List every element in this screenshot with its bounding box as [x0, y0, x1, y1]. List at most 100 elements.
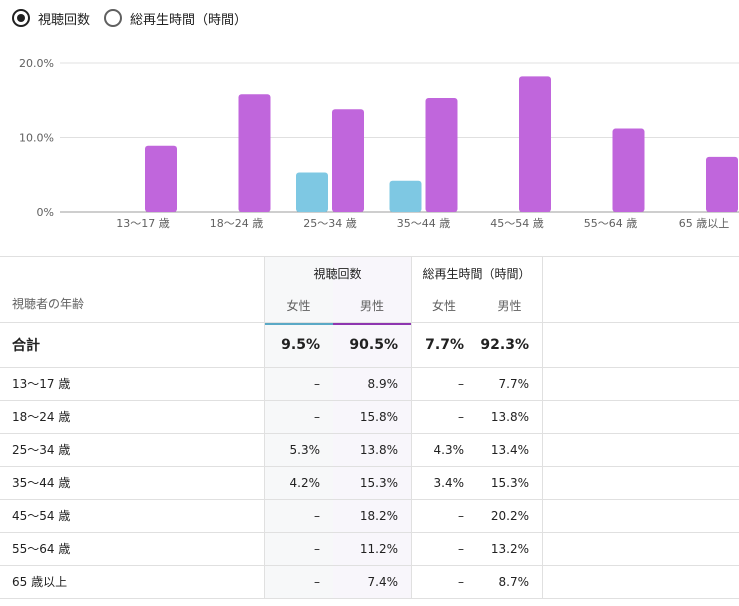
- total-views-male: 90.5%: [349, 336, 398, 353]
- value-cell: 5.3%: [289, 442, 321, 457]
- radio-watch-time[interactable]: 総再生時間（時間）: [104, 9, 247, 28]
- total-views-female: 9.5%: [281, 336, 320, 353]
- x-tick-label: 55～64 歳: [584, 217, 638, 230]
- row-divider: [0, 400, 739, 401]
- age-label: 18～24 歳: [12, 410, 71, 424]
- value-cell: –: [458, 541, 464, 556]
- metric-toggle: 視聴回数 総再生時間（時間）: [12, 7, 261, 29]
- female-column-shade: [264, 256, 333, 599]
- value-cell: –: [458, 574, 464, 589]
- table-top-border: [0, 256, 739, 257]
- value-cell: –: [458, 376, 464, 391]
- value-cell: –: [314, 541, 320, 556]
- y-tick-label: 20.0%: [19, 57, 54, 70]
- value-cell: 13.2%: [490, 541, 529, 556]
- table-row: 25～34 歳 5.3% 13.8% 4.3% 13.4%: [0, 433, 739, 466]
- bar-male[interactable]: [238, 94, 271, 212]
- value-cell: 20.2%: [490, 508, 529, 523]
- bar-male[interactable]: [145, 145, 177, 212]
- row-divider: [0, 499, 739, 500]
- value-cell: 13.8%: [359, 442, 398, 457]
- total-watch-male: 92.3%: [480, 336, 529, 353]
- watch-female-header: 女性: [431, 298, 456, 313]
- age-label: 25～34 歳: [12, 443, 71, 457]
- age-label: 13～17 歳: [12, 377, 71, 391]
- row-divider: [0, 598, 739, 599]
- age-column-header: 視聴者の年齢: [12, 296, 85, 311]
- value-cell: 7.7%: [498, 376, 530, 391]
- y-tick-label: 0%: [37, 206, 54, 219]
- value-cell: –: [314, 574, 320, 589]
- value-cell: 8.9%: [367, 376, 399, 391]
- value-cell: –: [458, 409, 464, 424]
- x-tick-label: 25～34 歳: [303, 217, 357, 230]
- table-row: 55～64 歳 – 11.2% – 13.2%: [0, 532, 739, 565]
- table-row: 35～44 歳 4.2% 15.3% 3.4% 15.3%: [0, 466, 739, 499]
- radio-checked-icon: [12, 9, 30, 27]
- views-group-header: 視聴回数: [313, 266, 362, 281]
- value-cell: –: [314, 508, 320, 523]
- value-cell: –: [314, 409, 320, 424]
- table-row: 13～17 歳 – 8.9% – 7.7%: [0, 367, 739, 400]
- col-divider: [542, 256, 543, 599]
- value-cell: –: [314, 376, 320, 391]
- header-divider: [0, 322, 739, 323]
- value-cell: 3.4%: [433, 475, 465, 490]
- value-cell: 18.2%: [359, 508, 398, 523]
- value-cell: 8.7%: [498, 574, 530, 589]
- y-tick-label: 10.0%: [19, 132, 54, 145]
- table-row: 65 歳以上 – 7.4% – 8.7%: [0, 565, 739, 598]
- value-cell: 11.2%: [359, 541, 398, 556]
- value-cell: 4.2%: [289, 475, 321, 490]
- bar-male[interactable]: [612, 128, 645, 212]
- age-label: 65 歳以上: [12, 575, 68, 589]
- watch-male-header: 男性: [497, 298, 522, 313]
- row-divider: [0, 433, 739, 434]
- age-label: 55～64 歳: [12, 542, 71, 556]
- total-row: 合計 9.5% 90.5% 7.7% 92.3%: [0, 322, 739, 367]
- radio-unchecked-icon: [104, 9, 123, 27]
- table-row: 18～24 歳 – 15.8% – 13.8%: [0, 400, 739, 433]
- total-watch-female: 7.7%: [425, 336, 464, 353]
- value-cell: 7.4%: [367, 574, 399, 589]
- views-male-header: 男性: [359, 298, 384, 313]
- female-underline: [264, 322, 333, 325]
- table-row: 45～54 歳 – 18.2% – 20.2%: [0, 499, 739, 532]
- radio-views[interactable]: 視聴回数: [12, 9, 90, 28]
- male-column-shade: [333, 256, 411, 599]
- row-divider: [0, 565, 739, 566]
- radio-watch-time-label: 総再生時間（時間）: [130, 12, 248, 28]
- bar-female[interactable]: [296, 172, 328, 212]
- bar-female[interactable]: [389, 180, 422, 212]
- col-divider: [264, 256, 265, 599]
- value-cell: 15.3%: [359, 475, 398, 490]
- value-cell: –: [458, 508, 464, 523]
- bar-male[interactable]: [332, 109, 364, 212]
- x-tick-label: 13～17 歳: [116, 217, 170, 230]
- age-label: 35～44 歳: [12, 476, 71, 490]
- value-cell: 13.4%: [490, 442, 529, 457]
- col-divider: [411, 256, 412, 599]
- value-cell: 13.8%: [490, 409, 529, 424]
- value-cell: 15.3%: [490, 475, 529, 490]
- watch-time-group-header: 総再生時間（時間）: [422, 266, 531, 281]
- row-divider: [0, 532, 739, 533]
- total-label: 合計: [12, 337, 40, 354]
- table-header: 視聴者の年齢 視聴回数 総再生時間（時間） 女性 男性 女性 男性: [0, 256, 739, 322]
- total-divider: [0, 367, 739, 368]
- value-cell: 15.8%: [359, 409, 398, 424]
- radio-views-label: 視聴回数: [38, 12, 91, 28]
- value-cell: 4.3%: [433, 442, 465, 457]
- bar-male[interactable]: [425, 98, 458, 212]
- male-underline: [333, 322, 411, 325]
- x-tick-label: 35～44 歳: [397, 217, 451, 230]
- views-female-header: 女性: [286, 298, 311, 313]
- age-label: 45～54 歳: [12, 509, 71, 523]
- x-tick-label: 45～54 歳: [490, 217, 544, 230]
- age-gender-bar-chart: 0% 10.0% 20.0% 13～17 歳 18～24 歳 25～34 歳 35～44 歳…: [19, 57, 739, 230]
- row-divider: [0, 466, 739, 467]
- bar-male[interactable]: [706, 156, 738, 212]
- bar-male[interactable]: [519, 76, 551, 212]
- x-tick-label: 65 歳以上: [679, 217, 730, 230]
- x-tick-label: 18～24 歳: [210, 217, 264, 230]
